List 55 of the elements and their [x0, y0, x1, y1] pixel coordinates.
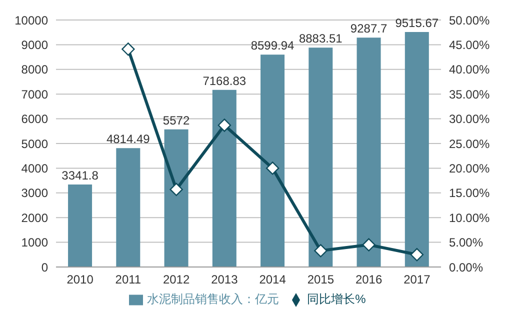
- y-tick-label: 0: [41, 260, 48, 274]
- legend-label: 同比增长%: [307, 292, 366, 306]
- y-tick-label: 1000: [21, 236, 48, 250]
- y-tick-label: 7000: [21, 87, 48, 102]
- y-tick-label: 6000: [21, 112, 48, 126]
- y-tick-label: 4000: [21, 161, 48, 176]
- point: [314, 244, 328, 258]
- data-label: 3341.8: [62, 168, 99, 182]
- bar: [404, 32, 429, 267]
- x-tick-label: 2010: [66, 272, 94, 287]
- y-tick-label: 2000: [21, 210, 48, 225]
- data-label: 5572: [162, 113, 190, 128]
- point: [410, 248, 424, 262]
- y2-tick-label: 35.00%: [449, 87, 490, 102]
- data-label: 4814.49: [106, 132, 150, 146]
- point: [362, 238, 376, 252]
- data-label: 8883.51: [298, 32, 343, 46]
- point: [170, 182, 183, 196]
- y2-tick-label: 5.00%: [449, 236, 484, 250]
- x-tick-label: 2015: [307, 272, 334, 287]
- x-tick-label: 2013: [211, 272, 238, 287]
- data-label: 7168.83: [202, 74, 246, 88]
- y-tick-label: 10000: [14, 13, 48, 28]
- bar: [260, 54, 285, 267]
- bar: [212, 90, 236, 267]
- y-tick-label: 9000: [21, 38, 48, 52]
- y2-tick-label: 20.00%: [449, 161, 490, 176]
- bar: [116, 148, 140, 267]
- y2-tick-label: 45.00%: [449, 38, 490, 52]
- y2-tick-label: 10.00%: [449, 210, 490, 225]
- point: [218, 118, 232, 132]
- y2-tick-label: 30.00%: [449, 112, 490, 126]
- data-label: 8599.94: [250, 38, 295, 53]
- bar: [308, 48, 333, 267]
- y-tick-label: 8000: [21, 62, 48, 77]
- x-tick-label: 2012: [162, 272, 190, 287]
- point: [266, 162, 280, 175]
- point: [122, 42, 135, 56]
- x-tick-label: 2014: [259, 272, 286, 287]
- y2-tick-label: 40.00%: [449, 62, 490, 77]
- x-tick-label: 2016: [355, 272, 382, 287]
- data-label: 9515.67: [395, 16, 439, 30]
- bar: [164, 129, 188, 267]
- y2-tick-label: 25.00%: [449, 136, 490, 151]
- y2-tick-label: 0.00%: [449, 260, 484, 274]
- y-tick-label: 3000: [21, 186, 48, 200]
- y-tick-label: 5000: [21, 136, 48, 151]
- legend-label: 水泥制品销售收入：亿元: [147, 292, 280, 306]
- y2-tick-label: 50.00%: [449, 13, 490, 28]
- bar: [356, 38, 381, 267]
- x-tick-label: 2017: [404, 272, 431, 287]
- y2-tick-label: 15.00%: [449, 186, 490, 200]
- bar: [68, 184, 92, 267]
- x-tick-label: 2011: [115, 272, 142, 287]
- data-label: 9287.7: [350, 22, 388, 36]
